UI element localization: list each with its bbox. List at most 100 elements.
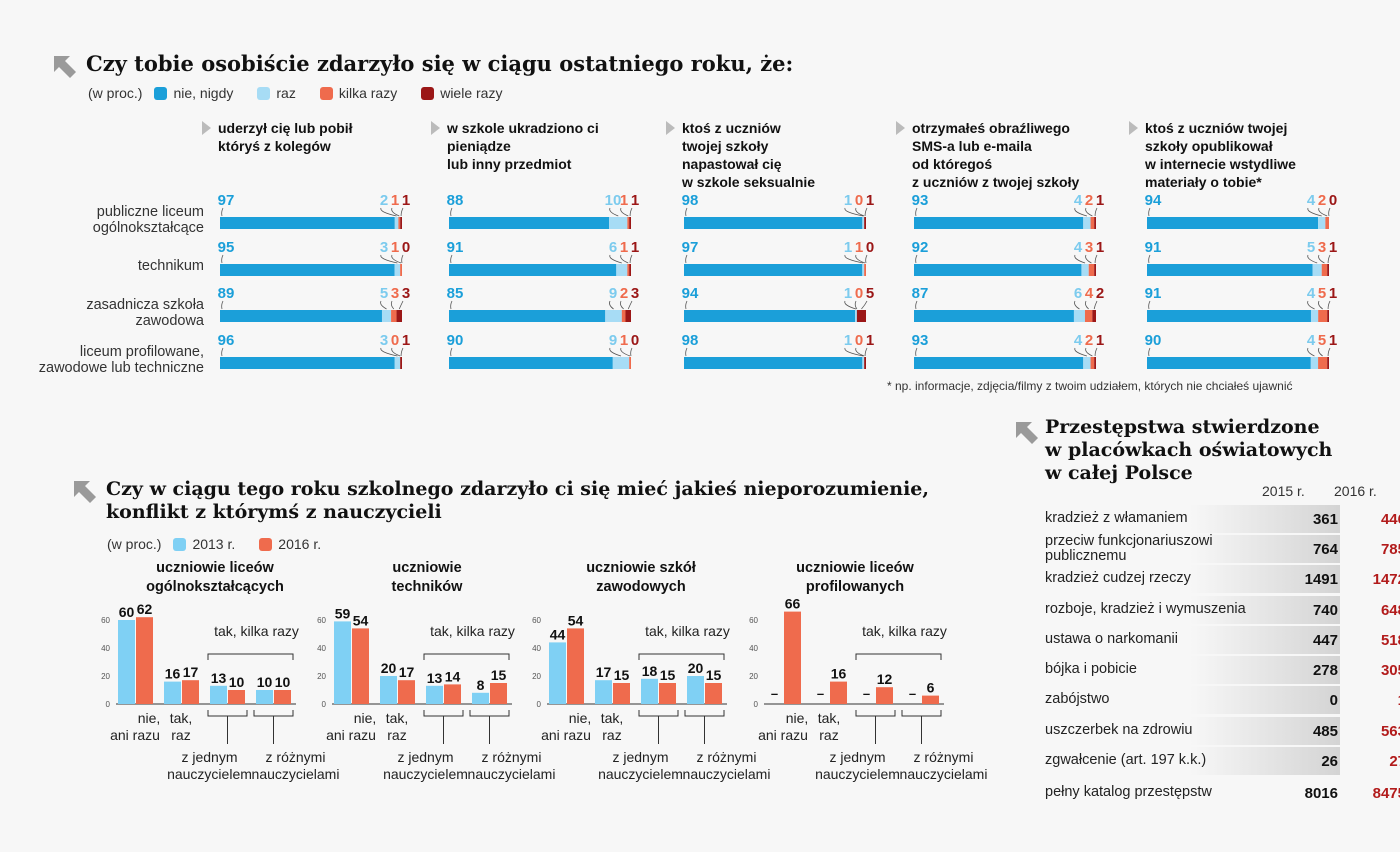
leader-line xyxy=(629,254,633,264)
category-label: ani razu xyxy=(326,727,376,743)
leader-line xyxy=(915,254,918,264)
bar-segment xyxy=(621,310,626,322)
leader-line xyxy=(864,207,868,217)
question-title: uderzył cię lub pobił któryś z kolegów xyxy=(202,119,353,155)
data-label: 1 xyxy=(844,285,852,302)
unit-label: (w proc.) xyxy=(88,85,143,101)
legend-item-2013: 2013 r. xyxy=(173,536,235,552)
bar-segment xyxy=(684,310,856,322)
data-label: 5 xyxy=(1318,285,1326,302)
data-label: 2 xyxy=(1085,332,1093,349)
stacked-bar-charts: 97 2 1 195 3 1 089 5 3 396 3 0 188 101 191 6 1 185 9 2 390 9 1… xyxy=(218,192,1337,369)
leader-line xyxy=(391,254,402,264)
question-title: otrzymałeś obraźliwego SMS-a lub e-maila o… xyxy=(896,119,1079,191)
leader-line xyxy=(1307,254,1318,264)
row-shade xyxy=(1190,535,1340,563)
data-label: 4 xyxy=(1307,192,1316,209)
data-label: 96 xyxy=(218,332,235,349)
data-label: 89 xyxy=(218,285,235,302)
leader-line xyxy=(391,347,401,357)
bar-value-label: 17 xyxy=(399,664,415,680)
section1-legend: (w proc.) nie, nigdy raz kilka razy wiel… xyxy=(88,85,526,101)
data-label: 95 xyxy=(218,239,235,256)
bracket-label: tak, kilka razy xyxy=(645,623,730,639)
category-label: nauczycielem xyxy=(598,766,683,782)
category-label: z jednym xyxy=(397,749,453,765)
data-label: 91 xyxy=(1145,239,1162,256)
leader-line xyxy=(1074,254,1086,264)
leader-line xyxy=(844,254,864,264)
bar xyxy=(228,690,245,704)
bar-value-label: 16 xyxy=(165,666,181,682)
bar-segment xyxy=(1327,264,1329,276)
bar-value-label: 54 xyxy=(353,612,369,628)
y-tick-label: 0 xyxy=(754,700,759,709)
bar-segment xyxy=(1092,310,1096,322)
legend-item-once: raz xyxy=(257,85,296,101)
leader-line xyxy=(609,347,622,357)
data-label: 0 xyxy=(855,332,863,349)
bracket xyxy=(207,653,294,660)
crime-label: kradzież cudzej rzeczy xyxy=(1045,570,1191,586)
data-label: 1 xyxy=(866,192,874,209)
leader-line xyxy=(380,254,398,264)
bar xyxy=(595,680,612,704)
data-label: 90 xyxy=(447,332,464,349)
category-label: nauczycielem xyxy=(383,766,468,782)
leader-line xyxy=(855,254,866,264)
year-header-2015: 2015 r. xyxy=(1262,483,1305,499)
bar-value-label: 8 xyxy=(477,677,485,693)
category-label: raz xyxy=(819,727,838,743)
bar-value-label: 62 xyxy=(137,601,153,617)
missing-label: – xyxy=(909,686,916,701)
bar-value-label: 20 xyxy=(688,660,704,676)
category-label: nie, xyxy=(569,710,592,726)
question-title: w szkole ukradziono ci pieniądze lub inny … xyxy=(431,119,599,173)
bar-segment xyxy=(684,357,863,369)
legend-item-2016: 2016 r. xyxy=(259,536,321,552)
category-label: z jednym xyxy=(829,749,885,765)
leader-line xyxy=(1318,254,1325,264)
leader-line xyxy=(1093,300,1098,310)
category-label: ani razu xyxy=(541,727,591,743)
table-row: kradzież cudzej rzeczy 1491 1472 xyxy=(1040,565,1400,593)
value-2016: 648 xyxy=(1380,602,1400,619)
bar-segment xyxy=(1310,357,1319,369)
bar-segment xyxy=(1147,264,1313,276)
data-label: 87 xyxy=(912,285,929,302)
bar-segment xyxy=(220,310,382,322)
bar-segment xyxy=(394,217,399,229)
value-2016: 518 xyxy=(1380,632,1400,649)
category-label: z jednym xyxy=(181,749,237,765)
bar-value-label: 15 xyxy=(660,667,676,683)
bar-segment xyxy=(864,357,866,369)
table-row: zabójstwo 01 xyxy=(1040,686,1400,714)
bar-segment xyxy=(1310,310,1319,322)
leader-line xyxy=(401,254,404,264)
data-label: 0 xyxy=(855,192,863,209)
leader-line xyxy=(844,207,864,217)
crime-label: uszczerbek na zdrowiu xyxy=(1045,722,1193,738)
data-label: 1 xyxy=(391,239,399,256)
table-row: przeciw funkcjonariuszowi publicznemu 764 7… xyxy=(1040,534,1400,564)
category-label: nie, xyxy=(354,710,377,726)
bar-value-label: 10 xyxy=(257,674,273,690)
bar-segment xyxy=(625,310,631,322)
leader-line xyxy=(620,300,624,310)
bracket-label: tak, kilka razy xyxy=(862,623,947,639)
data-label: 0 xyxy=(866,239,874,256)
crime-label: pełny katalog przestępstw xyxy=(1045,784,1212,800)
data-label: 0 xyxy=(391,332,399,349)
leader-line xyxy=(221,207,224,217)
subchart-title: uczniowie techników xyxy=(391,560,463,595)
leader-line xyxy=(629,207,633,217)
bar-segment xyxy=(1318,310,1328,322)
leader-line xyxy=(1318,300,1323,310)
leader-line xyxy=(400,207,404,217)
data-label: 4 xyxy=(1307,332,1316,349)
value-2015: 485 xyxy=(1312,723,1338,740)
leader-line xyxy=(609,254,622,264)
bar-segment xyxy=(1325,217,1329,229)
row-label: zasadnicza szkoła zawodowa xyxy=(86,297,204,329)
legend-item-never: nie, nigdy xyxy=(154,85,233,101)
